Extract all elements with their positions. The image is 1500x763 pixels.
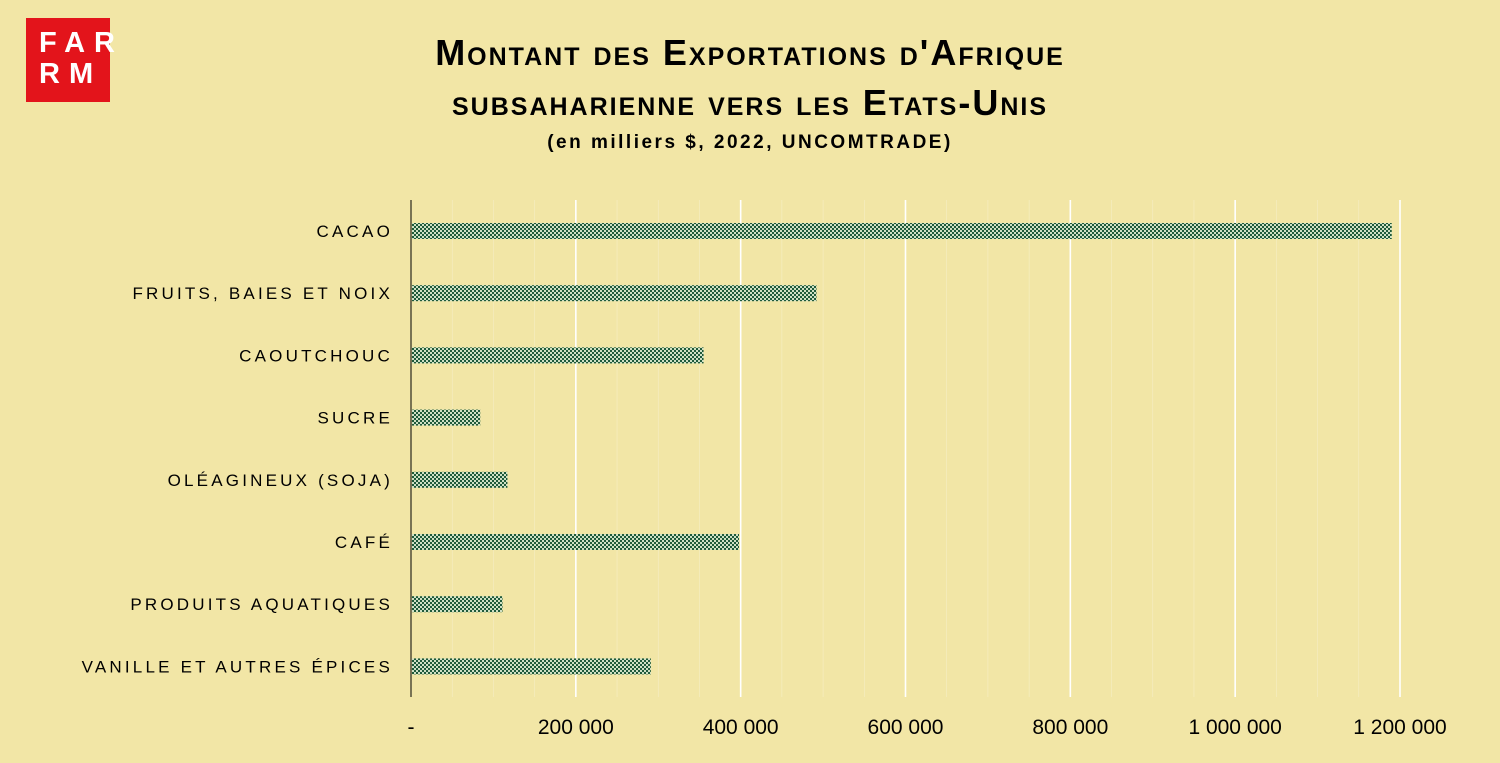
category-label: SUCRE: [317, 409, 393, 428]
category-labels: CACAO FRUITS, BAIES ET NOIX CAOUTCHOUC SUCR…: [82, 222, 393, 676]
logo-line-1: FAR: [39, 27, 124, 59]
x-tick-label: 200 000: [538, 716, 614, 739]
title-line-2: subsaharienne vers les Etats-Unis: [451, 82, 1049, 123]
x-tick-label: 600 000: [868, 716, 944, 739]
x-tick-label: 400 000: [703, 716, 779, 739]
category-label: CACAO: [317, 222, 393, 241]
bar: [412, 534, 740, 550]
chart-header: Montant des Exportations d'Afrique subsa…: [0, 28, 1500, 154]
category-label: OLÉAGINEUX (SOJA): [168, 471, 393, 490]
chart-subtitle: (en milliers $, 2022, UNCOMTRADE): [547, 132, 953, 153]
bar: [412, 658, 651, 675]
category-label: VANILLE ET AUTRES ÉPICES: [82, 657, 393, 676]
category-label: FRUITS, BAIES ET NOIX: [132, 284, 393, 303]
category-label: CAOUTCHOUC: [239, 346, 393, 365]
chart-title: Montant des Exportations d'Afrique subsa…: [300, 28, 1200, 128]
bar: [412, 409, 481, 426]
x-tick-label: -: [408, 716, 415, 739]
farm-logo: FAR RM: [26, 18, 124, 102]
x-tick-label: 1 200 000: [1353, 716, 1446, 739]
gridlines: [451, 200, 1401, 697]
bar: [412, 223, 1392, 239]
category-label: PRODUITS AQUATIQUES: [130, 595, 393, 614]
bar: [412, 596, 503, 613]
bar: [412, 471, 508, 488]
bars: [412, 223, 1392, 675]
x-tick-labels: - 200 000 400 000 600 000 800 000 1 000 000 1 …: [408, 716, 1447, 739]
bar: [412, 347, 704, 364]
x-tick-label: 800 000: [1032, 716, 1108, 739]
bar: [412, 285, 817, 302]
category-label: CAFÉ: [335, 533, 393, 552]
title-line-1: Montant des Exportations d'Afrique: [435, 32, 1065, 73]
x-tick-label: 1 000 000: [1188, 716, 1281, 739]
logo-line-2: RM: [39, 58, 103, 90]
